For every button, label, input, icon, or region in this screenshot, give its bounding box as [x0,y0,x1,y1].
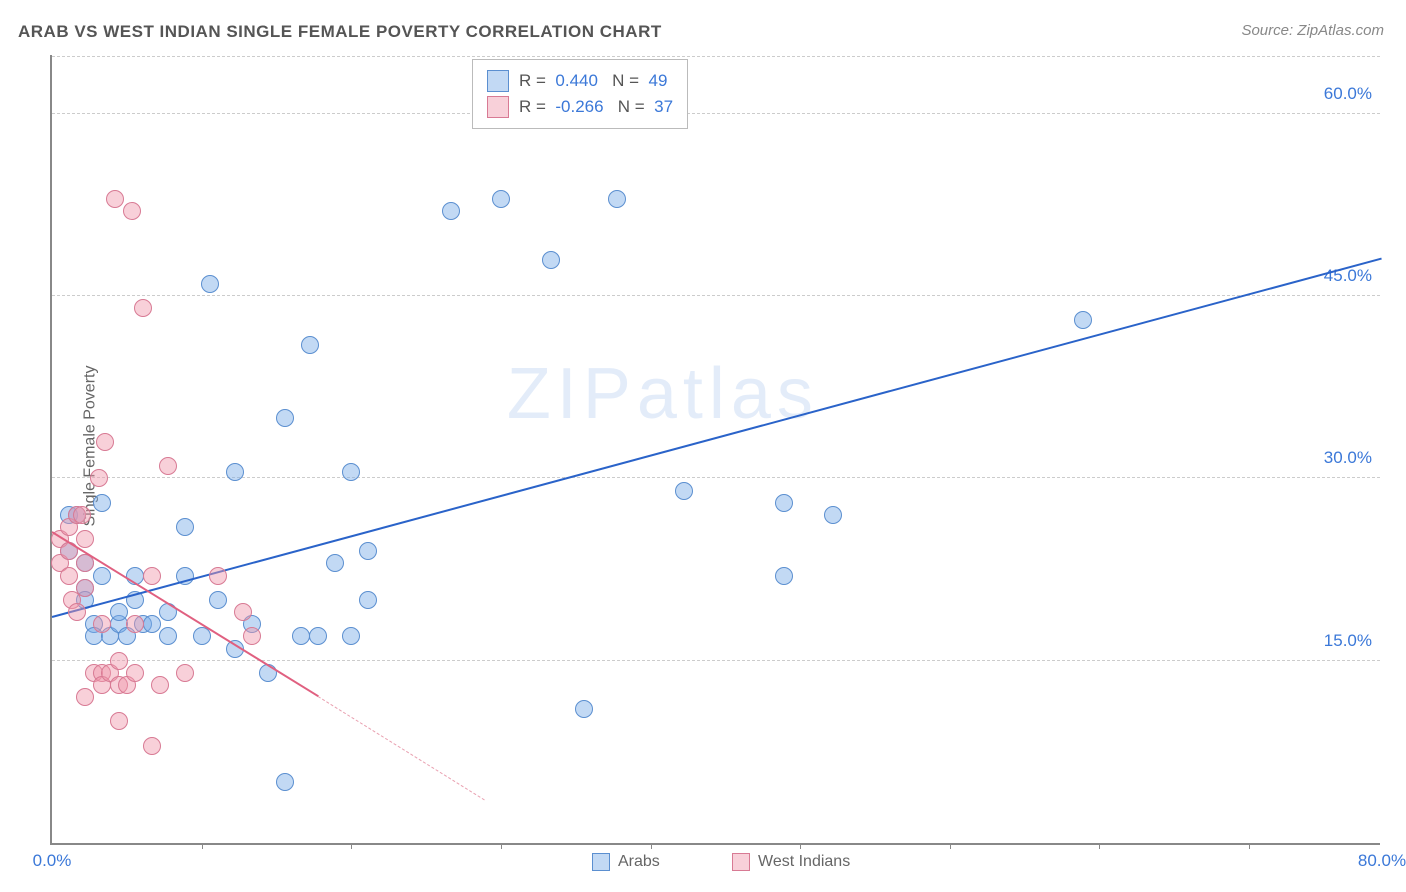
source-attribution: Source: ZipAtlas.com [1241,22,1384,39]
gridline-h [52,56,1380,57]
legend-swatch [592,853,610,871]
x-tick [1249,843,1250,849]
series-legend-item: West Indians [732,853,850,871]
data-point [143,567,161,585]
data-point [93,567,111,585]
legend-row: R = 0.440 N = 49 [487,70,673,92]
data-point [824,506,842,524]
gridline-h [52,295,1380,296]
correlation-legend: R = 0.440 N = 49 R = -0.266 N = 37 [472,59,688,129]
data-point [276,773,294,791]
data-point [1074,311,1092,329]
data-point [76,530,94,548]
data-point [176,664,194,682]
data-point [68,603,86,621]
x-tick [651,843,652,849]
x-tick [1099,843,1100,849]
data-point [193,627,211,645]
data-point [359,542,377,560]
data-point [309,627,327,645]
y-tick-label: 60.0% [1324,84,1372,104]
series-legend-item: Arabs [592,853,660,871]
data-point [110,652,128,670]
data-point [110,712,128,730]
data-point [126,664,144,682]
data-point [90,469,108,487]
y-tick-label: 45.0% [1324,266,1372,286]
data-point [209,567,227,585]
data-point [301,336,319,354]
legend-label: Arabs [618,853,660,871]
data-point [93,494,111,512]
data-point [492,190,510,208]
legend-stat-text: R = 0.440 N = 49 [519,71,667,91]
data-point [96,433,114,451]
data-point [60,567,78,585]
data-point [159,457,177,475]
x-tick [351,843,352,849]
data-point [342,627,360,645]
data-point [226,463,244,481]
data-point [201,275,219,293]
data-point [775,567,793,585]
x-tick [202,843,203,849]
data-point [342,463,360,481]
gridline-h [52,113,1380,114]
data-point [123,202,141,220]
y-tick-label: 30.0% [1324,448,1372,468]
data-point [93,615,111,633]
data-point [134,299,152,317]
data-point [110,603,128,621]
data-point [159,627,177,645]
legend-swatch [732,853,750,871]
data-point [143,737,161,755]
x-tick-label: 0.0% [33,851,72,871]
data-point [126,615,144,633]
data-point [675,482,693,500]
trend-line [52,258,1383,618]
data-point [775,494,793,512]
x-tick-label: 80.0% [1358,851,1406,871]
data-point [76,579,94,597]
gridline-h [52,660,1380,661]
data-point [292,627,310,645]
data-point [76,688,94,706]
legend-swatch [487,96,509,118]
x-tick [501,843,502,849]
x-tick [800,843,801,849]
legend-row: R = -0.266 N = 37 [487,96,673,118]
legend-swatch [487,70,509,92]
data-point [106,190,124,208]
gridline-h [52,477,1380,478]
data-point [276,409,294,427]
chart-title: ARAB VS WEST INDIAN SINGLE FEMALE POVERT… [18,22,662,42]
data-point [176,518,194,536]
x-tick [950,843,951,849]
data-point [326,554,344,572]
data-point [243,627,261,645]
data-point [359,591,377,609]
data-point [151,676,169,694]
data-point [575,700,593,718]
legend-stat-text: R = -0.266 N = 37 [519,97,673,117]
data-point [73,506,91,524]
data-point [542,251,560,269]
scatter-plot-area: ZIPatlas 15.0%30.0%45.0%60.0%0.0%80.0%R … [50,55,1380,845]
data-point [442,202,460,220]
trend-line [318,696,485,800]
data-point [608,190,626,208]
y-tick-label: 15.0% [1324,631,1372,651]
data-point [209,591,227,609]
data-point [234,603,252,621]
legend-label: West Indians [758,853,850,871]
data-point [143,615,161,633]
